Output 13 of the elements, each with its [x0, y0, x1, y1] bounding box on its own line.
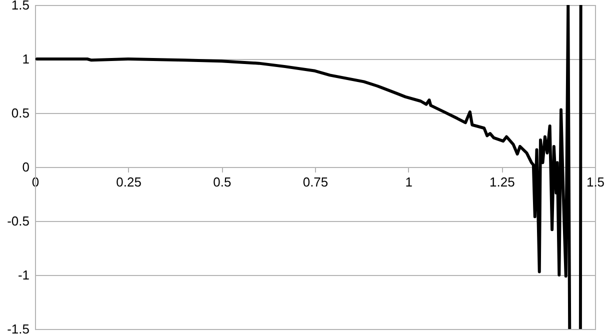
y-tick-label: -1	[18, 268, 30, 282]
y-tick-label: 1.5	[11, 0, 30, 12]
x-tick-label: 1.5	[586, 174, 605, 190]
y-tick-label: -0.5	[7, 214, 30, 228]
x-tick-label: 1	[405, 174, 412, 190]
y-tick-label: 0.5	[11, 106, 30, 120]
x-tick-label: 0.5	[213, 174, 232, 190]
x-tick-label: 1.25	[490, 174, 515, 190]
y-tick-label: 0	[22, 160, 30, 174]
y-tick-label: -1.5	[7, 322, 30, 335]
x-tick-label: 0.25	[116, 174, 142, 190]
y-tick-label: 1	[22, 52, 30, 66]
x-tick-label: 0.75	[302, 174, 328, 190]
